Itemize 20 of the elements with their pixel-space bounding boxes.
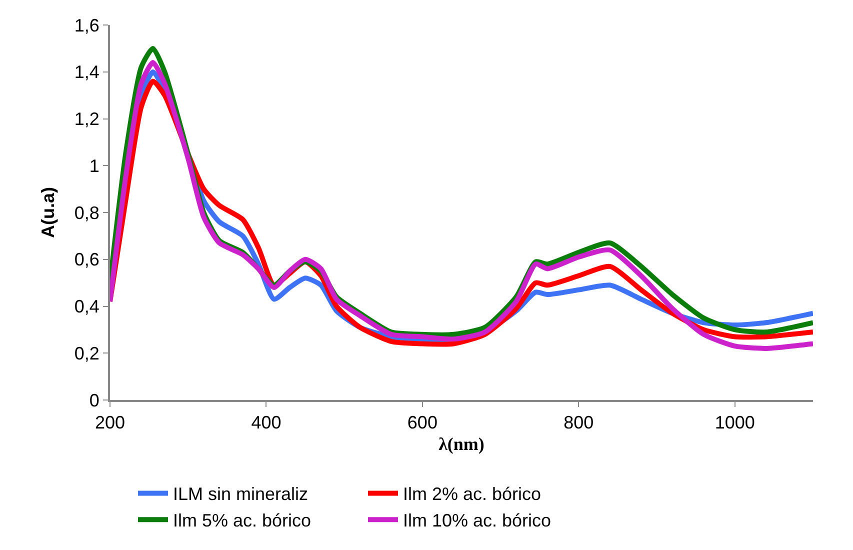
x-tick-label: 200 [94,412,126,433]
x-tick-label: 600 [407,412,438,433]
y-axis-title: A(u.a) [38,187,58,238]
y-tick-label: 0,6 [74,250,100,270]
x-axis-title: λ(nm) [438,434,484,454]
x-tick-label: 400 [251,412,282,433]
y-tick-label: 1,4 [74,62,100,82]
x-tick-label: 1000 [714,412,755,433]
legend-label: Ilm 10% ac. bórico [403,510,552,531]
y-tick-label: 1 [89,156,100,176]
y-tick-label: 0,8 [74,202,100,223]
legend-label: Ilm 2% ac. bórico [403,484,542,504]
legend-label: ILM sin mineraliz [173,484,308,504]
y-tick-label: 0,4 [74,296,100,317]
y-tick-label: 1,6 [74,15,100,36]
y-tick-label: 1,2 [74,109,100,130]
legend-label: Ilm 5% ac. bórico [173,510,312,531]
x-tick-label: 800 [564,412,594,433]
y-tick-label: 0,2 [74,343,100,364]
y-tick-label: 0 [89,390,100,410]
